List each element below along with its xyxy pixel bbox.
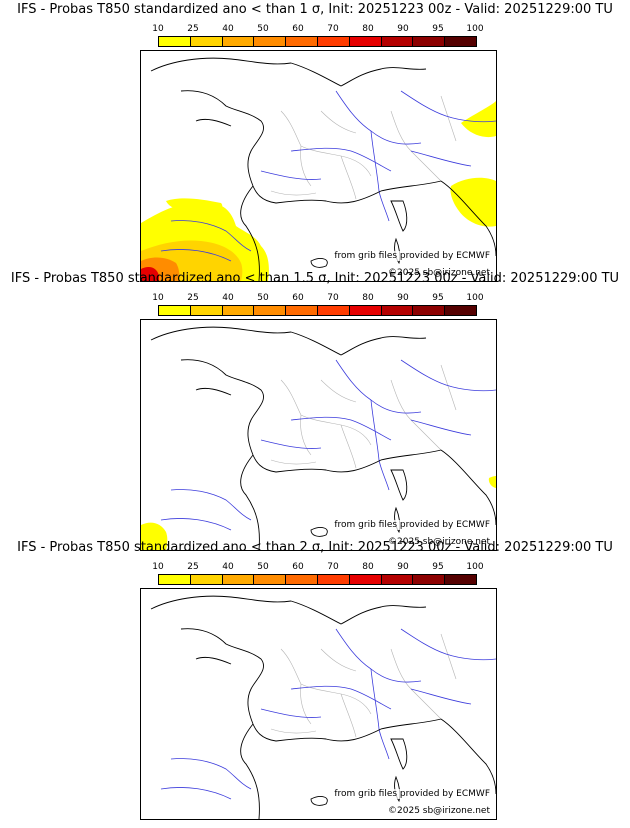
legend-color-segment	[254, 306, 287, 315]
legend-colorbar	[158, 305, 477, 316]
legend-tick-label: 50	[257, 24, 269, 34]
prob-area-alps	[450, 177, 496, 227]
data-credit: from grib files provided by ECMWF	[334, 251, 490, 261]
probability-map: from grib files provided by ECMWF ©2025 s…	[140, 588, 497, 820]
legend-color-segment	[317, 306, 350, 315]
legend-color-segment	[159, 306, 191, 315]
legend-color-segment	[222, 37, 255, 46]
legend-color-segment	[254, 37, 287, 46]
map-panel: IFS - Probas T850 standardized ano < tha…	[0, 540, 630, 820]
legend-color-segment	[445, 575, 476, 584]
legend-tick-label: 90	[397, 24, 409, 34]
legend-ticks: 10 25 40 50 60 70 80 90 95 100	[140, 562, 495, 574]
legend-color-segment	[286, 37, 318, 46]
legend-color-segment	[190, 575, 223, 584]
legend-color-segment	[413, 37, 446, 46]
legend-tick-label: 50	[257, 293, 269, 303]
legend-color-segment	[286, 575, 318, 584]
legend-color-segment	[381, 306, 414, 315]
legend-tick-label: 95	[432, 24, 444, 34]
map-graphic	[141, 326, 496, 550]
legend-ticks: 10 25 40 50 60 70 80 90 95 100	[140, 24, 495, 36]
legend-tick-label: 70	[327, 293, 339, 303]
legend-tick-label: 25	[187, 24, 199, 34]
legend-tick-label: 25	[187, 562, 199, 572]
legend-color-segment	[159, 575, 191, 584]
legend-tick-label: 10	[152, 293, 164, 303]
panel-title: IFS - Probas T850 standardized ano < tha…	[10, 271, 620, 286]
legend-color-segment	[381, 575, 414, 584]
legend-ticks: 10 25 40 50 60 70 80 90 95 100	[140, 293, 495, 305]
copyright: ©2025 sb@irizone.net	[388, 806, 490, 816]
data-credit: from grib files provided by ECMWF	[334, 789, 490, 799]
map-panel: IFS - Probas T850 standardized ano < tha…	[0, 271, 630, 551]
legend-colorbar	[158, 36, 477, 47]
legend-color-segment	[413, 575, 446, 584]
legend-tick-label: 40	[222, 24, 234, 34]
legend-tick-label: 50	[257, 562, 269, 572]
legend-color-segment	[190, 306, 223, 315]
legend-color-segment	[413, 306, 446, 315]
legend-color-segment	[349, 37, 382, 46]
legend-tick-label: 100	[466, 293, 484, 303]
legend-color-segment	[349, 575, 382, 584]
legend-tick-label: 80	[362, 562, 374, 572]
data-credit: from grib files provided by ECMWF	[334, 520, 490, 530]
legend-tick-label: 80	[362, 293, 374, 303]
prob-area-alps	[488, 476, 496, 488]
legend-tick-label: 95	[432, 293, 444, 303]
legend-color-segment	[317, 37, 350, 46]
legend-colorbar	[158, 574, 477, 585]
legend-tick-label: 40	[222, 562, 234, 572]
map-panel: IFS - Probas T850 standardized ano < tha…	[0, 2, 630, 282]
prob-area-iberia-peak	[141, 267, 159, 281]
legend-color-segment	[286, 306, 318, 315]
panel-title: IFS - Probas T850 standardized ano < tha…	[17, 540, 613, 555]
prob-area-pyrenees	[166, 198, 223, 212]
legend-tick-label: 70	[327, 24, 339, 34]
legend-tick-label: 90	[397, 562, 409, 572]
legend-color-segment	[445, 306, 476, 315]
legend-color-segment	[190, 37, 223, 46]
legend-tick-label: 60	[292, 293, 304, 303]
legend-color-segment	[381, 37, 414, 46]
legend-color-segment	[159, 37, 191, 46]
map-graphic	[141, 57, 496, 281]
legend-color-segment	[349, 306, 382, 315]
map-graphic	[150, 595, 496, 819]
legend-tick-label: 70	[327, 562, 339, 572]
legend-tick-label: 95	[432, 562, 444, 572]
legend-tick-label: 100	[466, 24, 484, 34]
legend-tick-label: 10	[152, 562, 164, 572]
probability-map: from grib files provided by ECMWF ©2025 s…	[140, 50, 497, 282]
legend-tick-label: 100	[466, 562, 484, 572]
legend-tick-label: 80	[362, 24, 374, 34]
panel-title: IFS - Probas T850 standardized ano < tha…	[17, 2, 613, 17]
probability-map: from grib files provided by ECMWF ©2025 s…	[140, 319, 497, 551]
legend-color-segment	[222, 306, 255, 315]
copyright: ©2025 sb@irizone.net	[388, 268, 490, 278]
legend-color-segment	[317, 575, 350, 584]
legend-tick-label: 60	[292, 562, 304, 572]
legend-tick-label: 40	[222, 293, 234, 303]
legend-color-segment	[222, 575, 255, 584]
legend-tick-label: 60	[292, 24, 304, 34]
prob-area-northeast	[461, 101, 496, 138]
legend-tick-label: 10	[152, 24, 164, 34]
legend-color-segment	[254, 575, 287, 584]
prob-area-iberia	[141, 522, 168, 550]
copyright: ©2025 sb@irizone.net	[388, 537, 490, 547]
legend-tick-label: 90	[397, 293, 409, 303]
legend-color-segment	[445, 37, 476, 46]
legend-tick-label: 25	[187, 293, 199, 303]
